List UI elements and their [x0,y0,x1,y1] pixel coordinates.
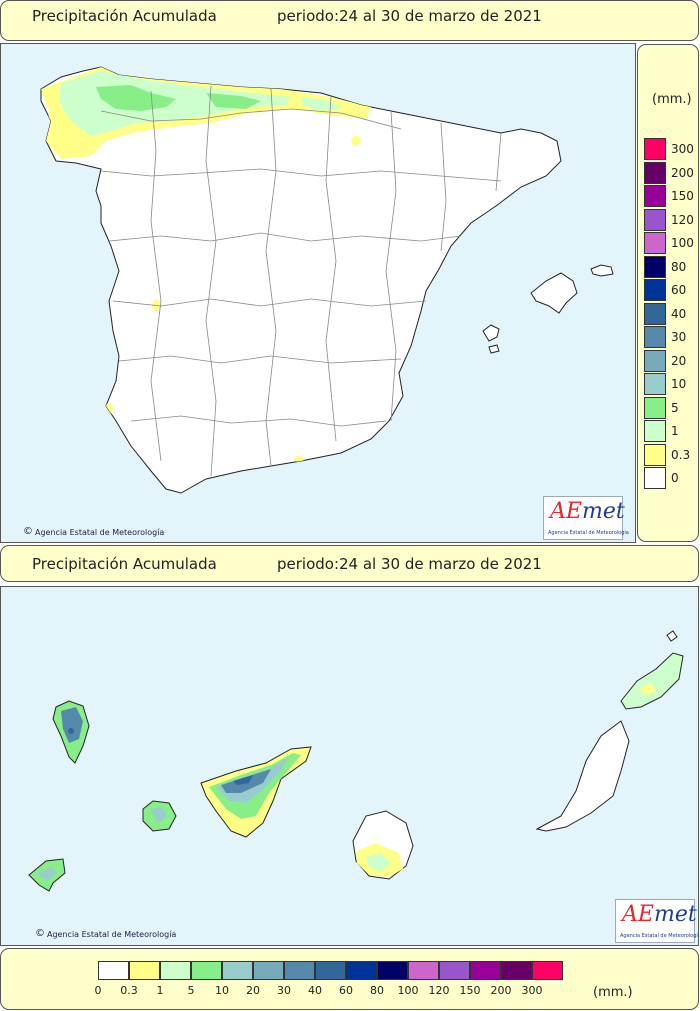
hlegend-swatch-300 [532,961,563,980]
hlegend-swatch-200 [501,961,532,980]
hlegend-label-80: 80 [370,984,384,997]
iberian-peninsula [40,66,562,494]
legend-swatch-120 [644,208,666,231]
hlegend-swatch-150 [470,961,501,980]
province-borders [100,85,502,477]
legend-label-0: 0 [671,471,679,485]
hlegend-swatch-60 [346,961,377,980]
hlegend-swatch-1 [160,961,191,980]
hlegend-swatch-0 [98,961,129,980]
legend-label-40: 40 [671,306,687,321]
legend-swatch-100 [644,232,666,254]
vertical-legend: (mm.) 0 0.3 1 5 10 20 30 40 60 80 100 120 150 200 300 [637,44,699,542]
top-map-title: Precipitación Acumulada [32,7,217,25]
fuerteventura-island [535,720,630,832]
menorca-island [590,264,614,277]
bottom-map-period: periodo:24 al 30 de marzo de 2021 [277,555,542,573]
legend-swatch-10 [644,373,666,395]
hlegend-label-150: 150 [459,984,481,997]
logo-met: met [581,499,625,524]
hlegend-label-1: 1 [156,984,164,997]
hlegend-unit: (mm.) [593,985,633,1000]
hlegend-swatch-120 [439,961,470,980]
bottom-header-bar: Precipitación Acumulada periodo:24 al 30… [0,545,699,582]
legend-swatch-150 [644,185,666,207]
logo-ae: AE [622,902,654,927]
legend-swatch-40 [644,302,666,325]
legend-unit: (mm.) [652,92,692,107]
peninsula-map-svg [40,66,614,494]
logo-subtitle: Agencia Estatal de Meteorología [548,530,629,536]
hlegend-label-200: 200 [490,984,512,997]
bottom-map-title: Precipitación Acumulada [32,555,217,573]
legend-swatch-1 [644,420,666,442]
hlegend-swatch-80 [377,961,408,980]
logo-subtitle: Agencia Estatal de Meteorología [620,933,699,939]
hlegend-swatch-40 [315,961,346,980]
hlegend-label-40: 40 [308,984,322,997]
top-header-bar: Precipitación Acumulada periodo:24 al 30… [0,0,699,41]
legend-swatch-30 [644,326,666,348]
precipitation-areas [41,67,371,462]
hlegend-label-0-3: 0.3 [120,984,138,997]
copyright-icon: © [35,928,45,939]
hlegend-swatch-10 [222,961,253,980]
legend-label-120: 120 [671,212,694,227]
legend-label-200: 200 [671,165,694,180]
legend-swatch-0 [644,467,666,489]
legend-swatch-60 [644,279,666,301]
canary-islands-map: © Agencia Estatal de Meteorología AEmet … [0,586,699,946]
legend-label-150: 150 [671,189,694,203]
legend-label-1: 1 [671,424,679,438]
legend-swatch-200 [644,161,666,184]
hlegend-label-5: 5 [187,984,195,997]
la-graciosa-island [666,630,678,642]
legend-label-60: 60 [671,283,687,297]
legend-swatch-5 [644,396,666,419]
hlegend-label-10: 10 [215,984,229,997]
legend-label-0-3: 0.3 [671,447,691,462]
legend-label-100: 100 [671,236,694,250]
hlegend-label-100: 100 [397,984,419,997]
logo-met: met [653,902,697,927]
hlegend-label-30: 30 [277,984,291,997]
hlegend-swatch-30 [284,961,315,980]
legend-label-10: 10 [671,377,687,391]
aemet-logo-bottom: AEmet Agencia Estatal de Meteorología [615,899,698,943]
hlegend-swatch-5 [191,961,222,980]
legend-label-80: 80 [671,259,687,274]
ibiza-island [482,324,500,342]
lanzarote-island [620,652,684,710]
peninsula-credit: Agencia Estatal de Meteorología [35,528,165,537]
hlegend-label-300: 300 [521,984,543,997]
hlegend-label-60: 60 [339,984,353,997]
legend-label-5: 5 [671,400,679,415]
mallorca-island [530,272,578,314]
hlegend-label-0: 0 [94,984,102,997]
legend-swatch-80 [644,255,666,278]
hlegend-swatch-20 [253,961,284,980]
copyright-icon: © [23,526,33,537]
legend-label-300: 300 [671,142,694,156]
formentera-island [488,344,500,354]
legend-swatch-0-3 [644,443,666,466]
legend-label-20: 20 [671,353,687,368]
horizontal-legend: 0 0.3 1 5 10 20 30 40 60 80 100 120 150 200 300 (mm.) [0,948,699,1010]
hlegend-swatch-100 [408,961,439,980]
canary-map-svg [28,630,684,892]
legend-swatch-300 [644,138,666,160]
hlegend-swatch-0-3 [129,961,160,980]
hlegend-label-20: 20 [246,984,260,997]
logo-ae: AE [550,499,582,524]
aemet-logo-top: AEmet Agencia Estatal de Meteorología [543,496,629,540]
peninsula-map: Agencia Estatal de Meteorología © AEmet … [0,43,636,543]
hlegend-label-120: 120 [428,984,450,997]
legend-swatch-20 [644,349,666,372]
legend-label-30: 30 [671,330,687,344]
canary-credit: Agencia Estatal de Meteorología [47,930,177,939]
top-map-period: periodo:24 al 30 de marzo de 2021 [277,7,542,25]
